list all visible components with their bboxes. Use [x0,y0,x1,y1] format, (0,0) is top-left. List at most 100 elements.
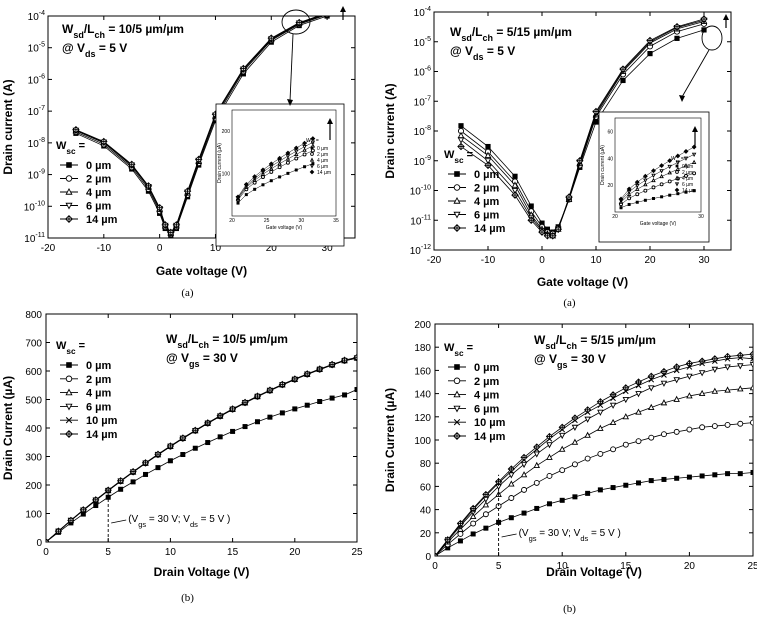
data-point [700,15,708,23]
data-point [482,501,490,508]
inset-series-line [620,173,695,205]
x-axis-label: Gate voltage (V) [156,264,247,278]
inset-point [643,198,647,202]
data-point [166,442,175,450]
data-point [520,461,528,469]
data-point [609,418,617,426]
data-point [545,432,554,441]
chart-panel-top-left: -20 -10 0 10 20 30 10-11 10-10 10-9 10-8 10-7 10-6 1… [0,0,375,300]
data-point [512,173,518,179]
inset-point [643,188,648,193]
data-point [46,538,50,542]
data-point [528,203,534,209]
data-point [328,360,336,369]
data-point [105,494,111,500]
inset-x-tick-label: 30 [698,214,704,220]
chart-svg: -20 -10 0 10 20 30 10-11 10-10 10-9 10-8 10-7 10-6 1… [1,6,356,299]
legend-label: 2 µm [86,374,112,386]
x-axis-label: Drain Voltage (V) [154,565,250,579]
figure-caption: (b) [181,592,194,604]
data-point [194,155,203,164]
data-point [622,413,630,420]
data-point [520,453,528,462]
trend-up-arrow-head [723,14,729,20]
data-point [279,410,285,416]
series-6m [435,362,753,556]
inset-y-tick-label: 100 [222,172,231,178]
inset-series-line [620,190,695,208]
data-point [701,27,707,33]
legend-title: Wsc = [444,149,473,165]
legend-label: 4 µm [86,388,112,400]
x-tick-label: 30 [322,243,334,254]
y-tick-label: 700 [25,339,42,350]
x-tick-label: 0 [432,561,438,572]
data-point [511,191,519,199]
data-point [698,357,706,365]
data-point [508,480,515,487]
chart-panel-bottom-right: 0 5 10 15 20 25 0 20 40 60 80 100 120 140 160 180 200 Dra… [382,310,757,617]
x-tick-label: 0 [157,243,163,254]
data-point [141,459,150,467]
legend-label: 14 µm [474,431,506,443]
legend-marker [66,162,72,168]
data-point [456,519,465,528]
annotation-bias: @ Vds = 5 V [62,41,127,59]
data-point [546,453,553,460]
inset-point [294,168,298,172]
y-tick-label: 10-6 [414,66,431,79]
y-tick-label: 0 [425,552,431,563]
series-line [75,16,329,237]
data-point [342,392,348,398]
inset-point [651,173,656,179]
inset-point [692,189,696,193]
data-point [527,216,535,225]
data-point [686,392,693,399]
data-point [685,359,694,368]
inset-point [285,156,291,161]
inset-point [302,140,307,146]
legend-label: 0 µm [86,360,112,372]
data-point [118,486,124,492]
data-point [724,386,731,393]
data-point [571,461,578,468]
inset-plot-frame [231,109,337,217]
legend: Wsc =0 µm 2 µm 4 µm6 µm 10 µm 14 µm [444,342,506,443]
inset-legend-marker [309,157,315,162]
inset-point [635,200,639,204]
inset-point [668,193,672,197]
data-point [353,353,357,361]
inset-series-line [237,163,313,204]
annotation-ratio: Wsd/Lch = 5/15 µm/µm [534,333,656,351]
inset-legend-marker [309,169,315,175]
inset-legend-label: 0 µm [682,164,693,170]
zoom-ellipse [281,9,311,35]
data-point [267,414,273,420]
data-point [750,419,753,426]
series-14m [46,353,357,542]
data-point [100,137,108,146]
data-point [559,467,566,474]
data-point [592,107,600,116]
annotation-bias: @ Vgs = 30 V [166,351,238,369]
data-point [336,9,341,14]
data-point [205,440,211,446]
data-point [242,424,248,430]
data-point [161,221,169,229]
data-point [565,193,573,201]
legend-label: 14 µm [86,429,118,441]
legend-label: 4 µm [474,390,500,402]
data-point [647,372,655,380]
data-point [521,510,527,516]
inset-point [293,151,299,157]
legend-marker [453,405,461,413]
data-point [571,414,579,422]
inset-point [303,165,307,169]
y-tick-label: 400 [25,424,42,435]
data-point [699,473,705,479]
inset-series-line [237,150,313,201]
data-point [750,355,753,362]
inset-point [691,152,697,158]
y-tick-label: 600 [25,367,42,378]
